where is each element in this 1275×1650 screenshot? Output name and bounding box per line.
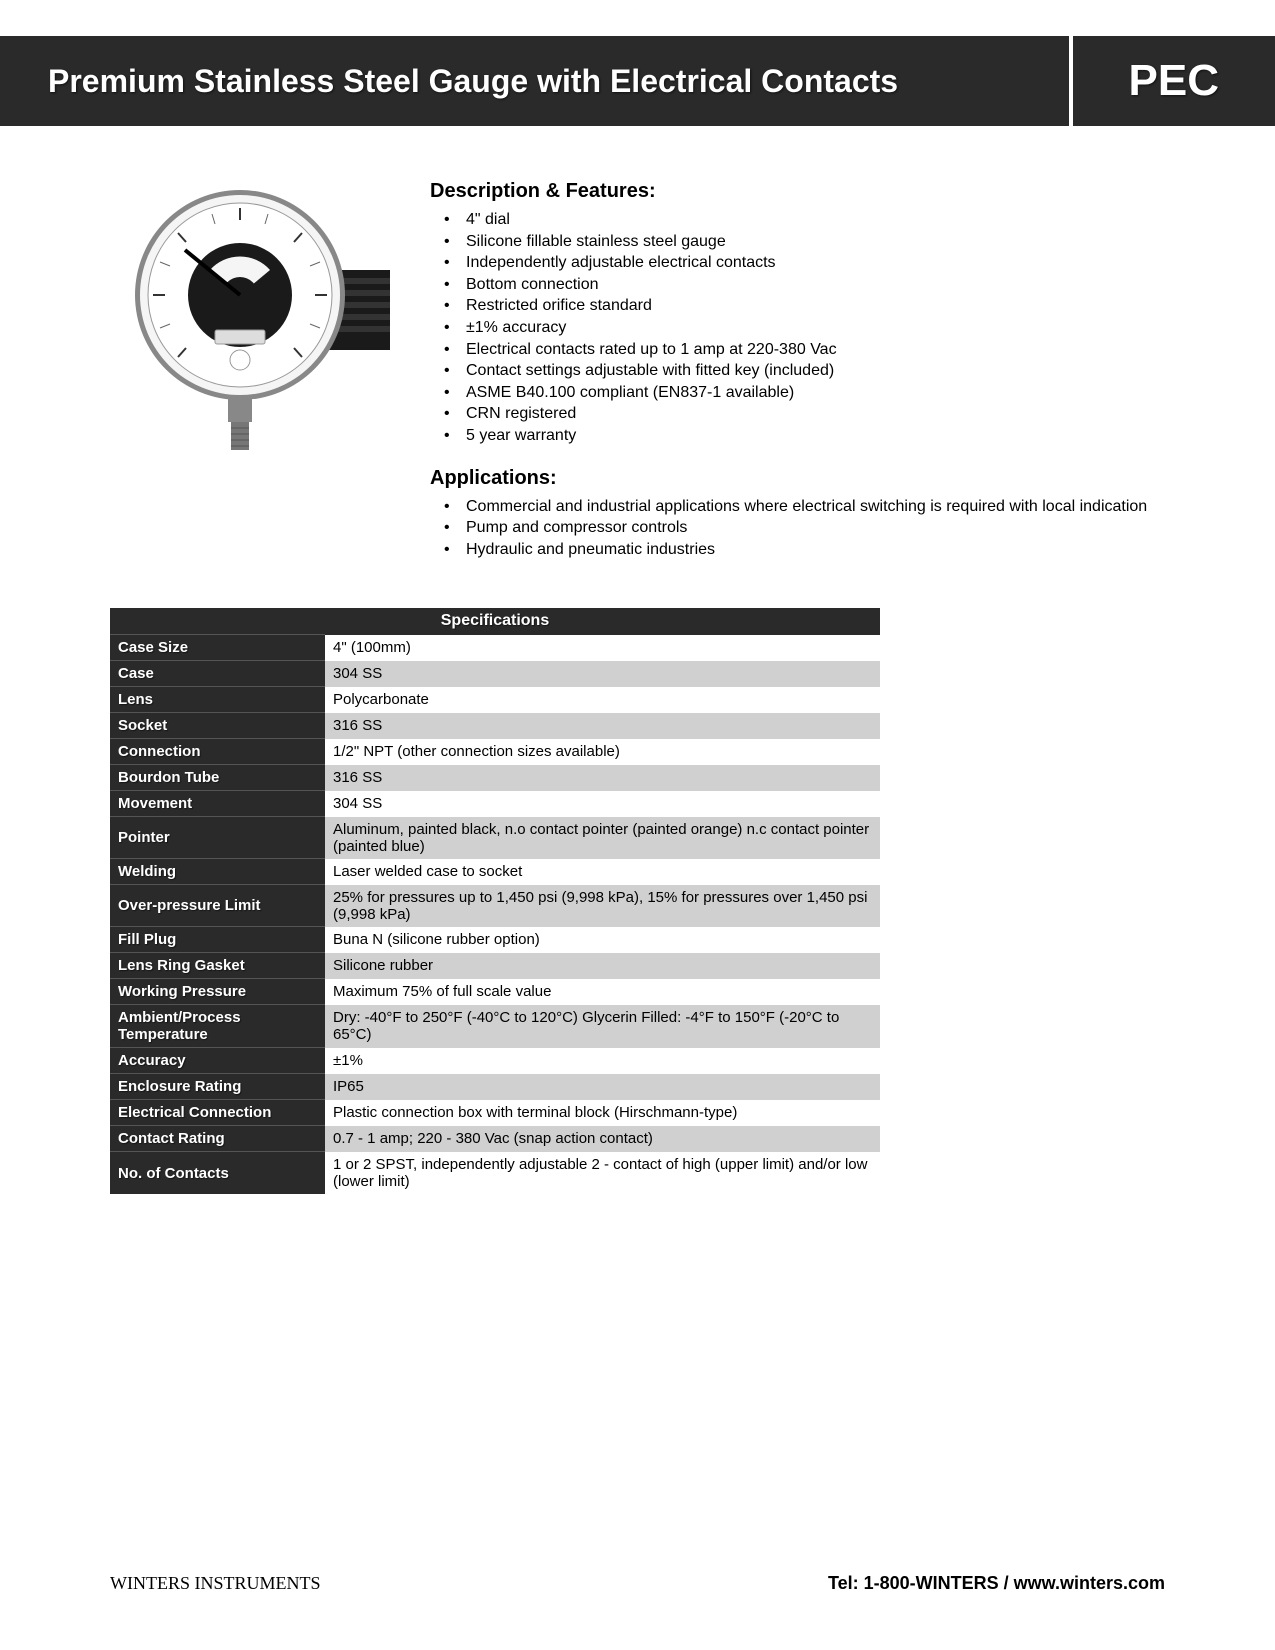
description-list: 4" dialSilicone fillable stainless steel…	[430, 209, 1165, 447]
description-heading: Description & Features:	[430, 180, 1165, 203]
spec-value: 25% for pressures up to 1,450 psi (9,998…	[325, 885, 880, 927]
spec-value: ±1%	[325, 1048, 880, 1074]
description-item: Bottom connection	[430, 274, 1165, 296]
description-item: Independently adjustable electrical cont…	[430, 252, 1165, 274]
spec-label: Enclosure Rating	[110, 1074, 325, 1100]
spec-label: Ambient/Process Temperature	[110, 1005, 325, 1048]
spec-row: Lens Ring GasketSilicone rubber	[110, 953, 880, 979]
spec-label: Accuracy	[110, 1048, 325, 1074]
applications-list: Commercial and industrial applications w…	[430, 496, 1165, 561]
spec-row: Enclosure RatingIP65	[110, 1074, 880, 1100]
spec-label: Pointer	[110, 817, 325, 859]
spec-value: 4" (100mm)	[325, 635, 880, 661]
spec-row: Electrical ConnectionPlastic connection …	[110, 1100, 880, 1126]
spec-table-title: Specifications	[110, 608, 880, 635]
spec-row: Case304 SS	[110, 661, 880, 687]
spec-label: Case Size	[110, 635, 325, 661]
spec-label: Connection	[110, 739, 325, 765]
footer-company: WINTERS INSTRUMENTS	[110, 1573, 321, 1594]
description-item: 4" dial	[430, 209, 1165, 231]
spec-row: No. of Contacts1 or 2 SPST, independentl…	[110, 1152, 880, 1194]
spec-label: Welding	[110, 859, 325, 885]
description-item: Silicone fillable stainless steel gauge	[430, 231, 1165, 253]
top-row: Description & Features: 4" dialSilicone …	[110, 180, 1165, 580]
spec-row: Bourdon Tube316 SS	[110, 765, 880, 791]
spec-row: Fill PlugBuna N (silicone rubber option)	[110, 927, 880, 953]
specifications-table: Specifications Case Size4" (100mm)Case30…	[110, 608, 880, 1194]
description-item: ±1% accuracy	[430, 317, 1165, 339]
spec-value: 0.7 - 1 amp; 220 - 380 Vac (snap action …	[325, 1126, 880, 1152]
spec-value: 1/2" NPT (other connection sizes availab…	[325, 739, 880, 765]
spec-row: PointerAluminum, painted black, n.o cont…	[110, 817, 880, 859]
spec-row: Socket316 SS	[110, 713, 880, 739]
spec-label: Working Pressure	[110, 979, 325, 1005]
text-column: Description & Features: 4" dialSilicone …	[430, 180, 1165, 580]
spec-label: Lens	[110, 687, 325, 713]
spec-row: LensPolycarbonate	[110, 687, 880, 713]
spec-label: Over-pressure Limit	[110, 885, 325, 927]
spec-label: Socket	[110, 713, 325, 739]
spec-label: No. of Contacts	[110, 1152, 325, 1194]
page-title: Premium Stainless Steel Gauge with Elect…	[0, 63, 1069, 100]
gauge-illustration	[110, 180, 400, 460]
spec-value: Dry: -40°F to 250°F (-40°C to 120°C) Gly…	[325, 1005, 880, 1048]
application-item: Pump and compressor controls	[430, 517, 1165, 539]
description-item: CRN registered	[430, 403, 1165, 425]
spec-label: Lens Ring Gasket	[110, 953, 325, 979]
applications-heading: Applications:	[430, 467, 1165, 490]
application-item: Commercial and industrial applications w…	[430, 496, 1165, 518]
spec-row: WeldingLaser welded case to socket	[110, 859, 880, 885]
description-item: Restricted orifice standard	[430, 295, 1165, 317]
spec-value: 316 SS	[325, 765, 880, 791]
spec-value: Buna N (silicone rubber option)	[325, 927, 880, 953]
gauge-icon	[110, 180, 400, 460]
spec-value: Plastic connection box with terminal blo…	[325, 1100, 880, 1126]
spec-value: 316 SS	[325, 713, 880, 739]
spec-value: Polycarbonate	[325, 687, 880, 713]
description-item: 5 year warranty	[430, 425, 1165, 447]
spec-value: Maximum 75% of full scale value	[325, 979, 880, 1005]
description-item: Electrical contacts rated up to 1 amp at…	[430, 339, 1165, 361]
spec-row: Accuracy±1%	[110, 1048, 880, 1074]
spec-value: Laser welded case to socket	[325, 859, 880, 885]
product-code: PEC	[1073, 56, 1275, 106]
spec-value: 1 or 2 SPST, independently adjustable 2 …	[325, 1152, 880, 1194]
description-item: ASME B40.100 compliant (EN837-1 availabl…	[430, 382, 1165, 404]
spec-value: Aluminum, painted black, n.o contact poi…	[325, 817, 880, 859]
spec-label: Fill Plug	[110, 927, 325, 953]
header-banner: Premium Stainless Steel Gauge with Elect…	[0, 36, 1275, 126]
spec-row: Working PressureMaximum 75% of full scal…	[110, 979, 880, 1005]
spec-label: Electrical Connection	[110, 1100, 325, 1126]
spec-value: 304 SS	[325, 791, 880, 817]
spec-label: Case	[110, 661, 325, 687]
spec-row: Over-pressure Limit25% for pressures up …	[110, 885, 880, 927]
spec-row: Movement304 SS	[110, 791, 880, 817]
application-item: Hydraulic and pneumatic industries	[430, 539, 1165, 561]
spec-row: Case Size4" (100mm)	[110, 635, 880, 661]
spec-value: 304 SS	[325, 661, 880, 687]
spec-value: Silicone rubber	[325, 953, 880, 979]
footer: WINTERS INSTRUMENTS Tel: 1-800-WINTERS /…	[110, 1573, 1165, 1594]
spec-row: Connection1/2" NPT (other connection siz…	[110, 739, 880, 765]
spec-label: Movement	[110, 791, 325, 817]
spec-label: Bourdon Tube	[110, 765, 325, 791]
footer-contact: Tel: 1-800-WINTERS / www.winters.com	[828, 1573, 1165, 1594]
spec-label: Contact Rating	[110, 1126, 325, 1152]
spec-row: Contact Rating0.7 - 1 amp; 220 - 380 Vac…	[110, 1126, 880, 1152]
spec-value: IP65	[325, 1074, 880, 1100]
content-region: Description & Features: 4" dialSilicone …	[110, 180, 1165, 1194]
description-item: Contact settings adjustable with fitted …	[430, 360, 1165, 382]
spec-row: Ambient/Process TemperatureDry: -40°F to…	[110, 1005, 880, 1048]
